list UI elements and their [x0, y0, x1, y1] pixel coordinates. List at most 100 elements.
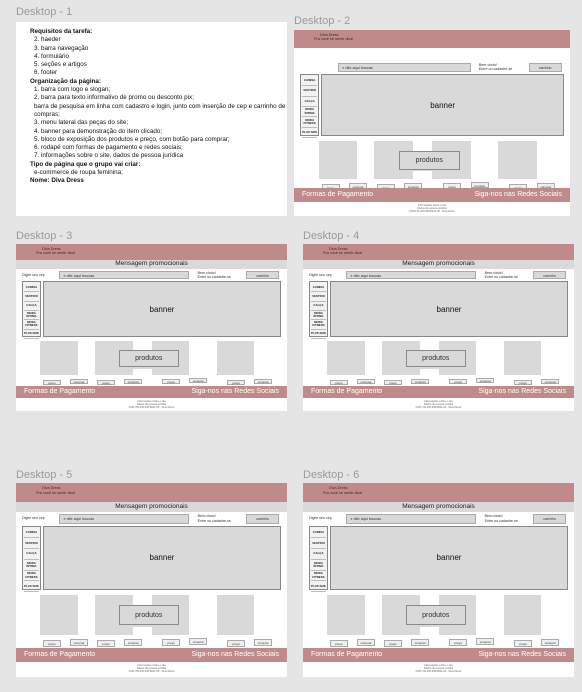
- price-button[interactable]: preço: [227, 640, 245, 647]
- search-input[interactable]: ⌕ dite aqui buscas: [338, 63, 471, 72]
- buy-button[interactable]: comprar: [541, 379, 560, 385]
- frame-label-desktop-2[interactable]: Desktop - 2: [294, 15, 351, 27]
- price-button[interactable]: preço: [514, 640, 532, 647]
- side-menu-item[interactable]: VESTIDO: [311, 538, 326, 550]
- side-menu-item[interactable]: VESTIDO: [302, 86, 318, 97]
- social-media-link[interactable]: Siga-nos nas Redes Sociais: [191, 650, 279, 658]
- side-menu-item[interactable]: CALÇA: [311, 302, 326, 312]
- price-button[interactable]: preço: [384, 640, 402, 647]
- side-menu-item[interactable]: MODA ÍNTIMA: [311, 311, 326, 321]
- frame-label-desktop-4[interactable]: Desktop - 4: [303, 230, 360, 242]
- side-menu-item[interactable]: VESTIDO: [24, 538, 39, 550]
- frame-label-desktop-3[interactable]: Desktop - 3: [16, 230, 73, 242]
- banner[interactable]: banner: [321, 74, 564, 136]
- price-button[interactable]: preço: [43, 640, 61, 647]
- side-menu-item[interactable]: CAMISA: [311, 528, 326, 539]
- frame-label-desktop-5[interactable]: Desktop - 5: [16, 469, 73, 481]
- social-media-link[interactable]: Siga-nos nas Redes Sociais: [478, 650, 566, 658]
- side-menu-item[interactable]: MODA ÍNTIMA: [24, 560, 39, 571]
- side-menu-item[interactable]: CALÇA: [311, 549, 326, 560]
- side-menu-item[interactable]: CALÇA: [24, 549, 39, 560]
- price-button[interactable]: preço: [162, 379, 180, 385]
- side-menu-item[interactable]: CAMISA: [24, 528, 39, 539]
- payment-methods-link[interactable]: Formas de Pagamento: [311, 387, 383, 395]
- buy-button[interactable]: comprar: [476, 378, 495, 384]
- price-button[interactable]: preço: [449, 639, 467, 646]
- side-menu-item[interactable]: MODA FITNESS: [302, 117, 318, 128]
- product-image[interactable]: [216, 595, 255, 636]
- product-image[interactable]: [318, 141, 358, 179]
- payment-methods-link[interactable]: Formas de Pagamento: [302, 191, 374, 198]
- product-image[interactable]: [327, 595, 366, 636]
- product-image[interactable]: [503, 341, 542, 376]
- side-menu-item[interactable]: CAMISA: [311, 283, 326, 293]
- site-logo[interactable]: Diva Dress Pra você se sentir diva!: [323, 247, 362, 256]
- product-image[interactable]: [503, 595, 542, 636]
- side-menu-item[interactable]: CALÇA: [24, 302, 39, 312]
- buy-button[interactable]: comprar: [70, 639, 88, 646]
- buy-button[interactable]: comprar: [70, 379, 88, 385]
- cep-input[interactable]: Digite seu cep: [309, 516, 332, 521]
- side-menu-item[interactable]: CAMISA: [302, 76, 318, 87]
- banner[interactable]: banner: [329, 281, 568, 337]
- cart-button[interactable]: carrinho: [533, 271, 566, 280]
- side-menu-item[interactable]: PLUS SIZE: [24, 330, 39, 339]
- login-register-link[interactable]: Bem-vindo! Entre ou cadastre-se: [485, 514, 518, 523]
- price-button[interactable]: preço: [162, 639, 180, 646]
- price-button[interactable]: preço: [514, 380, 532, 386]
- buy-button[interactable]: comprar: [476, 638, 495, 645]
- buy-button[interactable]: comprar: [124, 379, 142, 385]
- frame-label-desktop-1[interactable]: Desktop - 1: [16, 6, 73, 18]
- cep-input[interactable]: Digite seu cep: [22, 273, 45, 278]
- buy-button[interactable]: comprar: [357, 639, 375, 646]
- side-menu-item[interactable]: PLUS SIZE: [24, 581, 39, 593]
- search-input[interactable]: ⌕ dite aqui buscas: [346, 514, 477, 524]
- site-logo[interactable]: Diva Dress Pra você se sentir diva!: [323, 486, 362, 495]
- payment-methods-link[interactable]: Formas de Pagamento: [311, 650, 383, 658]
- buy-button[interactable]: comprar: [357, 379, 375, 385]
- search-input[interactable]: ⌕ dite aqui buscas: [346, 271, 477, 280]
- cart-button[interactable]: carrinho: [528, 63, 562, 72]
- product-image[interactable]: [216, 341, 255, 376]
- cep-input[interactable]: Digite seu cep: [309, 273, 332, 278]
- side-menu-item[interactable]: PLUS SIZE: [311, 330, 326, 339]
- cep-input[interactable]: Digite seu cep: [22, 516, 45, 521]
- site-logo[interactable]: Diva Dress Pra você se sentir diva!: [314, 33, 353, 42]
- search-input[interactable]: ⌕ dite aqui buscas: [59, 271, 190, 280]
- price-button[interactable]: preço: [97, 380, 115, 386]
- side-menu-item[interactable]: MODA ÍNTIMA: [311, 560, 326, 571]
- side-menu-item[interactable]: MODA FITNESS: [311, 571, 326, 582]
- price-button[interactable]: preço: [330, 640, 348, 647]
- side-menu-item[interactable]: MODA ÍNTIMA: [24, 311, 39, 321]
- frame-label-desktop-6[interactable]: Desktop - 6: [303, 469, 360, 481]
- cart-button[interactable]: carrinho: [533, 514, 566, 524]
- cart-button[interactable]: carrinho: [246, 514, 279, 524]
- side-menu-item[interactable]: VESTIDO: [24, 292, 39, 302]
- banner[interactable]: banner: [42, 525, 281, 591]
- side-menu-item[interactable]: MODA FITNESS: [24, 571, 39, 582]
- payment-methods-link[interactable]: Formas de Pagamento: [24, 387, 96, 395]
- site-logo[interactable]: Diva Dress Pra você se sentir diva!: [36, 247, 75, 256]
- side-menu-item[interactable]: MODA FITNESS: [24, 320, 39, 330]
- price-button[interactable]: preço: [97, 640, 115, 647]
- banner[interactable]: banner: [329, 525, 568, 591]
- buy-button[interactable]: comprar: [254, 379, 273, 385]
- buy-button[interactable]: comprar: [189, 638, 208, 645]
- social-media-link[interactable]: Siga-nos nas Redes Sociais: [474, 191, 562, 198]
- price-button[interactable]: preço: [384, 380, 402, 386]
- product-image[interactable]: [40, 595, 79, 636]
- buy-button[interactable]: comprar: [124, 639, 142, 646]
- side-menu-item[interactable]: PLUS SIZE: [302, 128, 318, 138]
- login-register-link[interactable]: Bem-vindo! Entre ou cadastre-se: [198, 514, 231, 523]
- social-media-link[interactable]: Siga-nos nas Redes Sociais: [191, 387, 279, 395]
- price-button[interactable]: preço: [330, 380, 348, 386]
- login-register-link[interactable]: Bem-vindo! Entre ou cadastre-se: [479, 63, 512, 72]
- side-menu-item[interactable]: MODA ÍNTIMA: [302, 107, 318, 118]
- side-menu-item[interactable]: MODA FITNESS: [311, 320, 326, 330]
- buy-button[interactable]: comprar: [411, 379, 429, 385]
- product-image[interactable]: [498, 141, 537, 179]
- price-button[interactable]: preço: [227, 380, 245, 386]
- payment-methods-link[interactable]: Formas de Pagamento: [24, 650, 96, 658]
- product-image[interactable]: [40, 341, 79, 376]
- side-menu-item[interactable]: PLUS SIZE: [311, 581, 326, 593]
